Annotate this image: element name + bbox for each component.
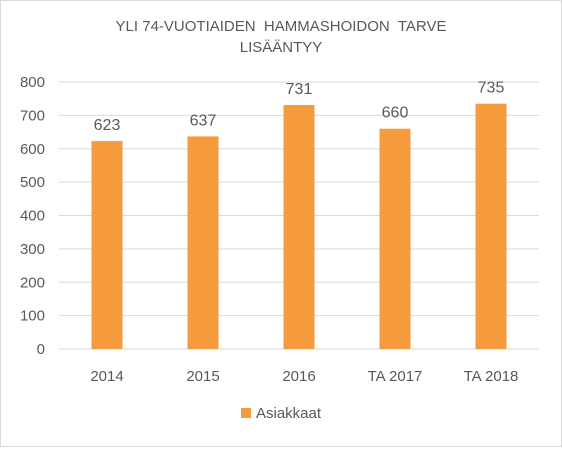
bar xyxy=(283,105,315,349)
x-tick-label: 2014 xyxy=(90,368,123,385)
y-tick-label: 700 xyxy=(20,107,45,124)
data-label: 623 xyxy=(94,117,121,134)
bar xyxy=(475,103,507,349)
y-tick-label: 0 xyxy=(37,341,45,358)
x-tick-label: 2015 xyxy=(186,368,219,385)
bar xyxy=(187,136,219,349)
data-label: 735 xyxy=(478,80,505,97)
chart-title: YLI 74-VUOTIAIDEN HAMMASHOIDON TARVE LIS… xyxy=(116,18,447,56)
chart-title-line-2: LISÄÄNTYY xyxy=(240,39,323,56)
data-label: 660 xyxy=(382,105,409,122)
data-label: 731 xyxy=(286,81,313,98)
data-labels: 623 637 731 660 735 xyxy=(94,80,505,134)
y-tick-label: 100 xyxy=(20,308,45,325)
y-axis-tick-labels: 0 100 200 300 400 500 600 700 800 xyxy=(20,74,45,358)
y-tick-label: 400 xyxy=(20,208,45,225)
legend-swatch xyxy=(241,408,251,418)
bar xyxy=(91,141,123,349)
y-tick-label: 600 xyxy=(20,141,45,158)
chart-title-line-1: YLI 74-VUOTIAIDEN HAMMASHOIDON TARVE xyxy=(116,18,447,35)
x-tick-label: 2016 xyxy=(282,368,315,385)
bars xyxy=(91,103,507,349)
legend: Asiakkaat xyxy=(241,405,322,422)
y-tick-label: 200 xyxy=(20,274,45,291)
y-tick-label: 300 xyxy=(20,241,45,258)
bar xyxy=(379,128,411,349)
data-label: 637 xyxy=(190,112,217,129)
legend-label: Asiakkaat xyxy=(256,405,322,422)
x-tick-label: TA 2018 xyxy=(464,368,519,385)
x-tick-label: TA 2017 xyxy=(368,368,423,385)
y-tick-label: 500 xyxy=(20,174,45,191)
x-axis-tick-labels: 2014 2015 2016 TA 2017 TA 2018 xyxy=(90,368,518,385)
y-tick-label: 800 xyxy=(20,74,45,91)
